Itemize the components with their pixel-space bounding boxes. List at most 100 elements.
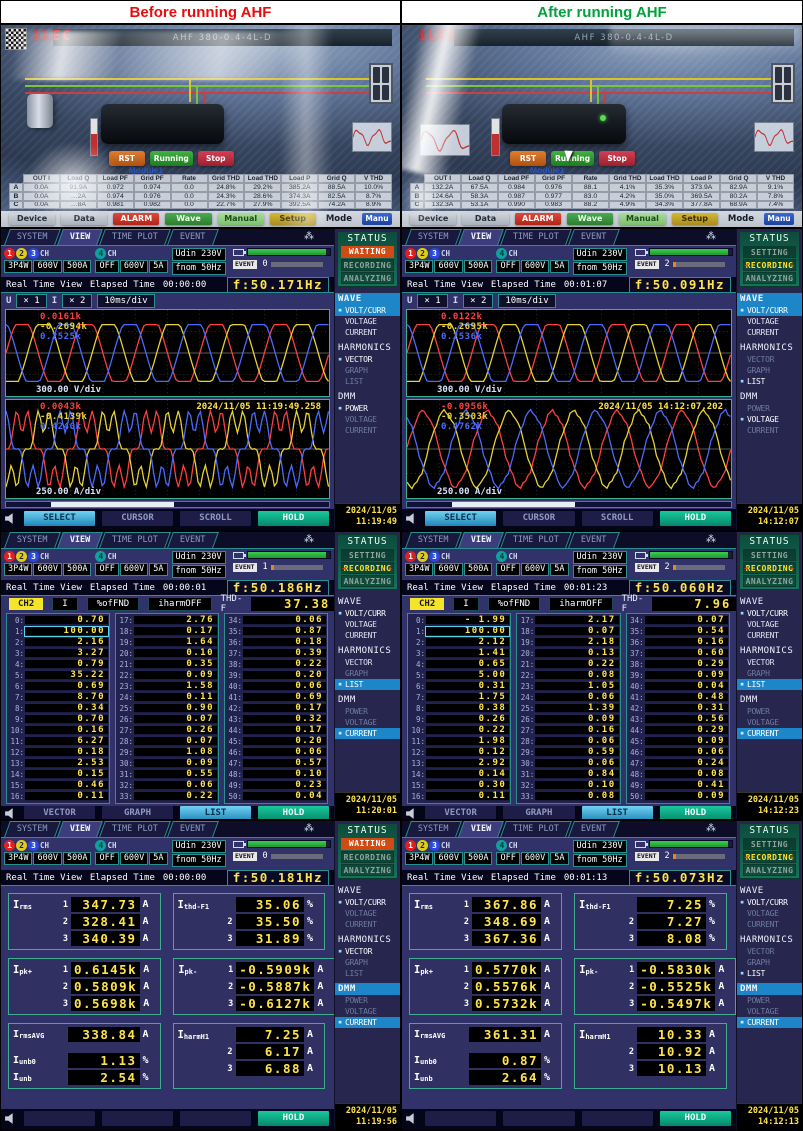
- vector-button[interactable]: VECTOR: [425, 806, 497, 819]
- menu-item-wave-voltage[interactable]: VOLTAGE: [747, 909, 779, 918]
- menu-header-dmm[interactable]: DMM: [338, 695, 356, 705]
- empty-button[interactable]: [180, 1110, 251, 1126]
- hold-button[interactable]: HOLD: [258, 1110, 329, 1126]
- tab-system[interactable]: SYSTEM: [405, 229, 462, 245]
- menu-item-dmm-current[interactable]: CURRENT: [747, 426, 779, 435]
- menu-item-dmm-current[interactable]: CURRENT: [737, 728, 802, 739]
- graph-button[interactable]: GRAPH: [503, 806, 575, 819]
- menu-header-harmonics[interactable]: HARMONICS: [740, 343, 794, 353]
- empty-button[interactable]: [581, 1110, 653, 1126]
- hold-button[interactable]: HOLD: [258, 510, 329, 526]
- menu-header-harmonics[interactable]: HARMONICS: [740, 646, 794, 656]
- menu-item-wave-current[interactable]: CURRENT: [747, 328, 779, 337]
- tab-event[interactable]: EVENT: [167, 229, 219, 245]
- menu-header-wave[interactable]: WAVE: [740, 886, 764, 896]
- tab-event[interactable]: EVENT: [167, 821, 219, 837]
- menu-item-dmm-voltage[interactable]: VOLTAGE: [747, 1007, 779, 1016]
- empty-button[interactable]: [503, 1110, 575, 1126]
- tab-event[interactable]: EVENT: [568, 821, 620, 837]
- tab-system[interactable]: SYSTEM: [405, 821, 462, 837]
- menu-device-button[interactable]: Device: [9, 212, 56, 226]
- channel-chip[interactable]: CH2: [9, 597, 44, 610]
- menu-setup-button[interactable]: Setup: [269, 212, 316, 226]
- menu-item-harmonics-list[interactable]: LIST: [335, 679, 400, 690]
- menu-item-harmonics-graph[interactable]: GRAPH: [747, 366, 770, 375]
- menu-item-dmm-voltage[interactable]: VOLTAGE: [345, 1007, 377, 1016]
- tab-system[interactable]: SYSTEM: [4, 229, 61, 245]
- tab-system[interactable]: SYSTEM: [405, 532, 462, 548]
- menu-item-dmm-power[interactable]: POWER: [747, 404, 770, 413]
- menu-item-wave-voltage[interactable]: VOLTAGE: [747, 620, 779, 629]
- u-scale-value[interactable]: × 1: [16, 293, 47, 308]
- menu-item-wave-voltage[interactable]: VOLTAGE: [345, 317, 377, 326]
- menu-item-wave-current[interactable]: CURRENT: [747, 920, 779, 929]
- menu-data-button[interactable]: Data: [462, 212, 509, 226]
- running-button[interactable]: Running: [149, 151, 193, 167]
- menu-header-harmonics[interactable]: HARMONICS: [338, 935, 392, 945]
- menu-device-button[interactable]: Device: [410, 212, 457, 226]
- menu-item-harmonics-graph[interactable]: GRAPH: [747, 669, 770, 678]
- menu-header-dmm[interactable]: DMM: [338, 392, 356, 402]
- menu-item-wave-volt-curr[interactable]: VOLT/CURR: [335, 897, 400, 908]
- hold-button[interactable]: HOLD: [258, 806, 329, 819]
- menu-item-harmonics-vector[interactable]: VECTOR: [747, 355, 775, 364]
- menu-header-wave[interactable]: WAVE: [338, 886, 362, 896]
- menu-item-dmm-current[interactable]: CURRENT: [737, 1017, 802, 1028]
- menu-item-wave-current[interactable]: CURRENT: [345, 328, 377, 337]
- menu-manual-button[interactable]: Manual: [619, 212, 666, 226]
- menu-item-wave-current[interactable]: CURRENT: [345, 631, 377, 640]
- menu-item-harmonics-list[interactable]: LIST: [737, 679, 802, 690]
- scrollbar-thumb[interactable]: [452, 502, 576, 508]
- menu-item-harmonics-vector[interactable]: VECTOR: [345, 658, 373, 667]
- menu-item-wave-voltage[interactable]: VOLTAGE: [747, 317, 779, 326]
- tab-time-plot[interactable]: TIME PLOT: [500, 821, 573, 837]
- menu-header-harmonics[interactable]: HARMONICS: [740, 935, 794, 945]
- tab-view[interactable]: VIEW: [457, 229, 505, 245]
- rst-button[interactable]: RST: [510, 151, 546, 167]
- tab-time-plot[interactable]: TIME PLOT: [99, 821, 172, 837]
- menu-item-wave-volt-curr[interactable]: VOLT/CURR: [335, 608, 400, 619]
- hold-button[interactable]: HOLD: [659, 806, 731, 819]
- menu-alarm-button[interactable]: ALARM: [113, 212, 160, 226]
- stop-button[interactable]: Stop: [599, 151, 636, 167]
- menu-item-dmm-voltage[interactable]: VOLTAGE: [345, 718, 377, 727]
- cursor-button[interactable]: CURSOR: [102, 510, 173, 526]
- scrollbar-thumb[interactable]: [51, 502, 174, 508]
- channel-chip[interactable]: CH2: [410, 597, 445, 610]
- menu-item-harmonics-vector[interactable]: VECTOR: [747, 947, 775, 956]
- empty-button[interactable]: [24, 1110, 95, 1126]
- menu-data-button[interactable]: Data: [61, 212, 108, 226]
- menu-item-wave-volt-curr[interactable]: VOLT/CURR: [737, 897, 802, 908]
- menu-header-wave[interactable]: WAVE: [338, 597, 362, 607]
- rst-button[interactable]: RST: [108, 151, 145, 167]
- tab-event[interactable]: EVENT: [568, 532, 620, 548]
- menu-item-dmm-power[interactable]: POWER: [747, 996, 770, 1005]
- tab-view[interactable]: VIEW: [56, 821, 104, 837]
- tab-event[interactable]: EVENT: [167, 532, 219, 548]
- waveform-scrollbar[interactable]: [5, 501, 330, 509]
- i-scale-value[interactable]: × 2: [463, 293, 494, 308]
- menu-item-dmm-current[interactable]: CURRENT: [335, 1017, 400, 1028]
- menu-item-harmonics-list[interactable]: LIST: [737, 376, 802, 387]
- tab-view[interactable]: VIEW: [457, 532, 505, 548]
- running-button[interactable]: Running: [551, 151, 595, 167]
- mode-badge[interactable]: Manu: [764, 212, 795, 226]
- menu-item-harmonics-vector[interactable]: VECTOR: [747, 658, 775, 667]
- i-scale-value[interactable]: × 2: [62, 293, 93, 308]
- menu-item-harmonics-graph[interactable]: GRAPH: [345, 669, 368, 678]
- tab-view[interactable]: VIEW: [56, 532, 104, 548]
- menu-item-wave-volt-curr[interactable]: VOLT/CURR: [335, 305, 400, 316]
- menu-item-wave-current[interactable]: CURRENT: [345, 920, 377, 929]
- menu-alarm-button[interactable]: ALARM: [514, 212, 561, 226]
- menu-item-dmm-voltage[interactable]: VOLTAGE: [737, 414, 802, 425]
- tab-time-plot[interactable]: TIME PLOT: [99, 229, 172, 245]
- empty-button[interactable]: [102, 1110, 173, 1126]
- menu-wave-button[interactable]: Wave: [165, 212, 212, 226]
- waveform-scrollbar[interactable]: [406, 501, 732, 509]
- tab-time-plot[interactable]: TIME PLOT: [500, 229, 573, 245]
- menu-item-harmonics-list[interactable]: LIST: [345, 377, 364, 386]
- menu-item-dmm-current[interactable]: CURRENT: [335, 728, 400, 739]
- stop-button[interactable]: Stop: [197, 151, 234, 167]
- menu-item-dmm-power[interactable]: POWER: [345, 996, 368, 1005]
- menu-item-dmm-voltage[interactable]: VOLTAGE: [747, 718, 779, 727]
